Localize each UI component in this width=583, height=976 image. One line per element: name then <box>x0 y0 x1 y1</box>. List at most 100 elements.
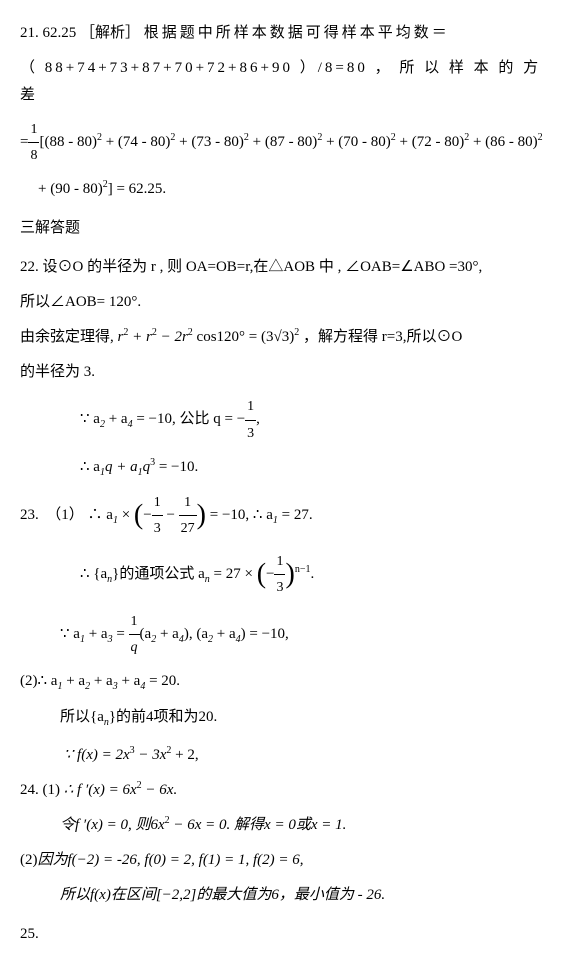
frac13: 13 <box>245 394 256 445</box>
lparen-icon: ( <box>257 559 266 590</box>
frac-n: 1 <box>28 117 39 143</box>
t: + a <box>90 673 113 689</box>
q23-p2-l2: (2)∴ a1 + a2 + a3 + a4 = 20. <box>20 668 563 696</box>
t: }的前4项和为20. <box>109 709 217 725</box>
t: ) = −10, <box>241 626 289 642</box>
f: 13 <box>152 490 163 541</box>
q21-num: 21. <box>20 25 39 41</box>
c: , <box>256 412 260 428</box>
t: 令f ′(x) = 0, 则6x <box>60 817 165 833</box>
p6: + (86 - 80) <box>469 134 537 150</box>
q25-num: 25. <box>20 921 563 948</box>
q23-l1: ∵ a2 + a4 = −10, 公比 q = −13, <box>20 394 563 445</box>
f: 13 <box>274 549 285 600</box>
n: 1 <box>179 490 197 516</box>
t: + a <box>156 626 179 642</box>
q23-l2: ∴ a1q + a1q3 = −10. <box>20 454 563 482</box>
q21-ans: 62.25 <box>43 25 77 41</box>
q24-l2: 24. (1) ∴ f ′(x) = 6x2 − 6x. <box>20 777 563 804</box>
q23-l3: 23. （1） ∴ a1 × (−13 − 127) = −10, ∴ a1 =… <box>20 490 563 541</box>
t: ∵ f(x) = 2x <box>64 747 130 763</box>
t: q + a <box>105 459 138 475</box>
t: − <box>163 507 179 523</box>
q22-l2a: 由余弦定理得, <box>20 329 114 345</box>
q24-l3: 令f ′(x) = 0, 则6x2 − 6x = 0. 解得x = 0或x = … <box>20 812 563 839</box>
t: ∵ a <box>80 412 100 428</box>
d: 3 <box>274 575 285 600</box>
t: − 3x <box>135 747 167 763</box>
q22-line2: 由余弦定理得, r2 + r2 − 2r2 cos120° = (3√3)2 ，… <box>20 324 563 351</box>
t: = −10, 公比 q = − <box>133 412 246 428</box>
f: 1q <box>129 609 140 660</box>
q24-l5: 所以f(x)在区间[−2,2]的最大值为6，最小值为 - 26. <box>20 882 563 909</box>
t: ∴ {a <box>80 566 107 582</box>
t: − 6x. <box>142 782 178 798</box>
plus: + r <box>128 329 151 345</box>
t: = −10. <box>155 459 198 475</box>
q: q <box>143 459 151 475</box>
q24-l4: (2)因为f(−2) = -26, f(0) = 2, f(1) = 1, f(… <box>20 847 563 874</box>
f: 127 <box>179 490 197 541</box>
sq: 2 <box>538 132 543 143</box>
p3: + (87 - 80) <box>249 134 317 150</box>
d: 3 <box>245 421 256 446</box>
t: + a <box>118 673 141 689</box>
t: }的通项公式 a <box>112 566 205 582</box>
cos: cos120° = <box>193 329 261 345</box>
d: 27 <box>179 516 197 541</box>
t: − 6x = 0. 解得x = 0或x = 1. <box>170 817 347 833</box>
t: = −10, ∴ a <box>206 507 273 523</box>
t: ∴ a <box>88 507 113 523</box>
q22-line2c: 的半径为 3. <box>20 359 563 386</box>
minus: − 2r <box>157 329 188 345</box>
t: − <box>266 566 274 582</box>
p7: + (90 - 80) <box>38 181 103 197</box>
q23-p2-l1: ∵ a1 + a3 = 1q(a2 + a4), (a2 + a4) = −10… <box>20 609 563 660</box>
q21-eq: =18[(88 - 80)2 + (74 - 80)2 + (73 - 80)2… <box>20 117 563 168</box>
p5: + (72 - 80) <box>396 134 464 150</box>
d: 3 <box>152 516 163 541</box>
t: ∴ a <box>38 673 58 689</box>
t: + a <box>85 626 108 642</box>
t: − <box>143 507 151 523</box>
n: 1 <box>129 609 140 635</box>
t: = 27 × <box>210 566 257 582</box>
eq-body: [(88 - 80) <box>39 134 96 150</box>
sq: 2 <box>294 327 299 338</box>
t: × <box>118 507 134 523</box>
eq-prefix: = <box>20 134 28 150</box>
rparen-icon: ) <box>197 499 206 530</box>
p4: + (70 - 80) <box>322 134 390 150</box>
t: ∴ f ′(x) = 6x <box>64 782 137 798</box>
q21-eq2: + (90 - 80)2] = 62.25. <box>20 176 563 203</box>
q23-l4: ∴ {an}的通项公式 an = 27 × (−13)n−1. <box>20 549 563 600</box>
t: = <box>113 626 129 642</box>
frac-18: 18 <box>28 117 39 168</box>
rparen-icon: ) <box>285 559 294 590</box>
q21-text1: 根据题中所样本数据可得样本平均数＝ <box>144 25 450 41</box>
q24-num: 24. (1) <box>20 782 60 798</box>
t: = 20. <box>145 673 180 689</box>
p1: + (74 - 80) <box>102 134 170 150</box>
n: 1 <box>245 394 256 420</box>
q24-l1: 24. (1) ∵ f(x) = 2x3 − 3x2 + 2, <box>20 742 563 769</box>
frac-d: 8 <box>28 143 39 168</box>
q23-p2-l3: 所以{an}的前4项和为20. <box>20 704 563 732</box>
p2: + (73 - 80) <box>175 134 243 150</box>
q22-line1b: 所以∠AOB= 120°. <box>20 289 563 316</box>
t: 所以{a <box>60 709 104 725</box>
lparen-icon: ( <box>134 499 143 530</box>
q23-num: 23. （1） <box>20 507 84 523</box>
q21-line1: 21. 62.25 ［解析］ 根据题中所样本数据可得样本平均数＝ <box>20 20 563 47</box>
t: ∵ a <box>60 626 80 642</box>
t: = 27. <box>278 507 313 523</box>
t: . <box>310 566 314 582</box>
sn1: n−1 <box>295 564 311 575</box>
t: ∴ a <box>80 459 100 475</box>
t: + a <box>213 626 236 642</box>
d: q <box>129 635 140 660</box>
n: 1 <box>152 490 163 516</box>
p2num: (2) <box>20 673 38 689</box>
n: 1 <box>274 549 285 575</box>
q22-line1a: 22. 设⊙O 的半径为 r , 则 OA=OB=r,在△AOB 中 , ∠OA… <box>20 254 563 281</box>
